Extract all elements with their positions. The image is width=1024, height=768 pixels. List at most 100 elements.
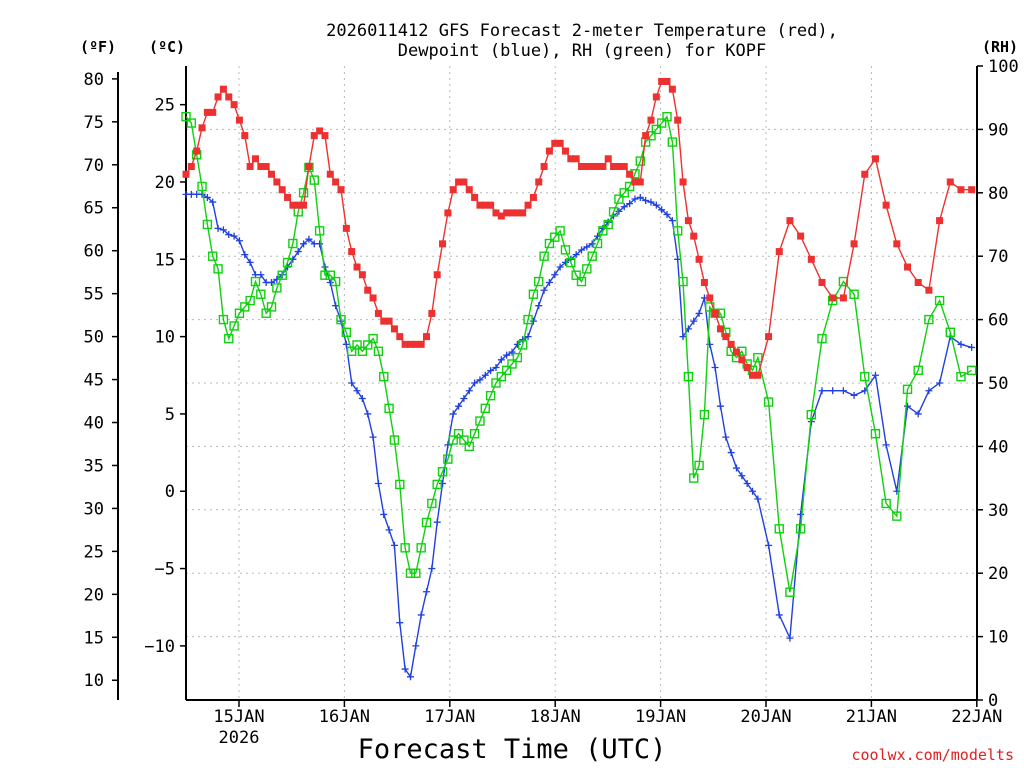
fahrenheit-tick-label: 10 [84,671,104,691]
rh-point [774,524,784,534]
dewpoint-point [449,410,457,418]
rh-point [603,219,613,230]
temperature-line [185,80,972,376]
rh-point [266,302,277,312]
temperature-point [893,240,901,248]
temperature-point [449,186,457,194]
rh-point [608,207,619,217]
dewpoint-point [385,526,393,534]
temperature-point [594,163,602,171]
temperature-point [364,286,372,294]
temperature-point [583,163,591,171]
rh-point [619,188,629,198]
rh-point [518,340,528,350]
dewpoint-point [492,364,500,372]
rh-point [197,181,207,192]
dewpoint-point [487,367,495,375]
dewpoint-point [476,376,484,384]
time-tick-label: 17JAN [424,707,475,727]
fahrenheit-tick-label: 70 [84,156,104,176]
rh-point [485,390,496,401]
temperature-point [406,340,414,348]
temperature-point [487,201,495,209]
rh-point [491,378,501,388]
rh-point [341,327,352,337]
dewpoint-point [268,278,276,286]
temperature-point [647,116,655,124]
rh-point [576,276,587,287]
temperature-point [476,201,484,209]
rh-point [181,112,191,122]
temperature-point [631,178,639,186]
rh-point [523,314,533,325]
rh-point [662,112,672,122]
rh-axis-label: (RH) [982,38,1018,56]
dewpoint-point [497,356,505,364]
temperature-point [257,163,265,171]
temperature-point [326,170,334,178]
temperature-point [310,132,318,140]
temperature-point [572,155,580,163]
rh-point [870,429,881,439]
dewpoint-point [294,248,302,256]
dewpoint-point [209,198,217,206]
rh-point [534,276,544,287]
rh-point [357,346,368,356]
temperature-point [749,371,757,379]
rh-point [763,397,774,407]
temperature-point [481,201,489,209]
dewpoint-point [342,340,350,348]
temperature-point [417,340,425,348]
dewpoint-point [914,410,922,418]
rh-point [614,194,624,204]
dewpoint-point [406,673,414,681]
fahrenheit-tick-label: 65 [84,199,104,219]
rh-point [683,371,694,382]
dewpoint-point [513,340,521,348]
temperature-point [460,178,468,186]
rh-point [689,473,699,483]
dewpoint-point [471,379,479,387]
temperature-point [807,255,815,263]
temperature-point [535,178,543,186]
temperature-point [615,163,623,171]
dewpoint-point [668,217,676,225]
temperature-point [198,124,206,132]
dewpoint-point [348,379,356,387]
temperature-point [561,147,569,155]
rh-point [261,308,271,318]
dewpoint-point [588,240,596,248]
series-temperature [182,77,976,379]
rh-point [945,327,955,337]
temperature-point [743,364,751,372]
dewpoint-point [636,193,644,201]
rh-point [368,333,378,344]
temperature-point [871,155,879,163]
temperature-point [786,217,794,225]
rh-point [667,137,678,147]
rh-point [373,346,384,356]
rh-point [624,181,635,192]
dewpoint-point [572,251,580,259]
rh-point [860,371,870,382]
rh-point [555,226,565,236]
dewpoint-point [551,271,559,279]
temperature-point [524,201,532,209]
rh-tick-label: 50 [988,374,1008,394]
temperature-point [401,340,409,348]
fahrenheit-tick-label: 45 [84,371,104,391]
rh-point [443,454,453,464]
rh-point [421,517,432,528]
rh-point [934,295,945,306]
temperature-point [700,278,708,286]
grid-lines [186,66,978,700]
dewpoint-point [508,348,516,356]
temperature-point [209,108,217,116]
temperature-point [663,77,671,85]
temperature-point [465,186,473,194]
dewpoint-point [203,193,211,201]
rh-tick-label: 80 [988,184,1008,204]
dewpoint-point [524,333,532,341]
temperature-point [652,93,660,101]
rh-point [571,270,581,280]
